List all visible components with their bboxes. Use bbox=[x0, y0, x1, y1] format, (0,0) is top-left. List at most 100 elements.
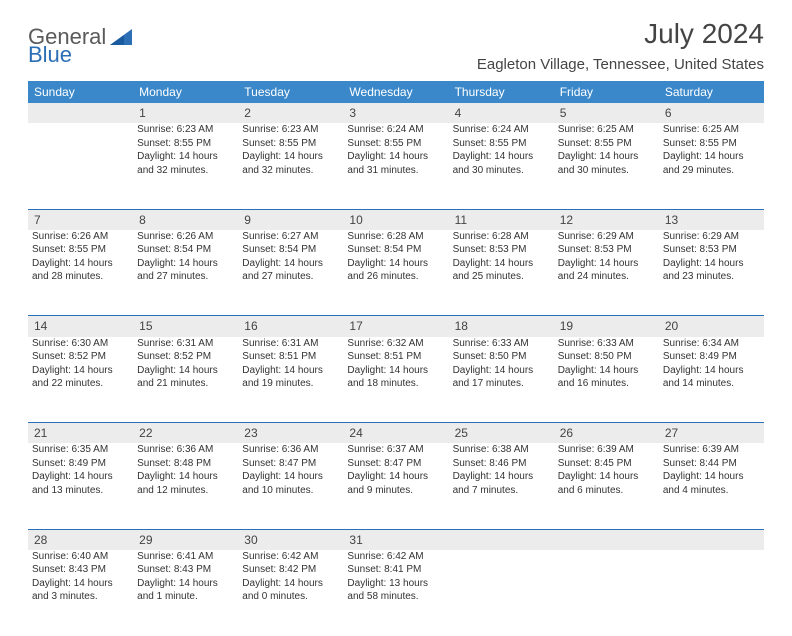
sunrise-text: Sunrise: 6:30 AM bbox=[32, 337, 129, 351]
day-number-cell: 7 bbox=[28, 209, 133, 230]
sunset-text: Sunset: 8:51 PM bbox=[347, 350, 444, 364]
day-content-cell: Sunrise: 6:40 AMSunset: 8:43 PMDaylight:… bbox=[28, 550, 133, 636]
daylight-text: Daylight: 14 hours and 24 minutes. bbox=[558, 257, 655, 284]
sunset-text: Sunset: 8:54 PM bbox=[137, 243, 234, 257]
sunrise-text: Sunrise: 6:26 AM bbox=[137, 230, 234, 244]
sunrise-text: Sunrise: 6:24 AM bbox=[347, 123, 444, 137]
day-number-cell: 11 bbox=[449, 209, 554, 230]
daylight-text: Daylight: 14 hours and 0 minutes. bbox=[242, 577, 339, 604]
sunset-text: Sunset: 8:54 PM bbox=[242, 243, 339, 257]
sunset-text: Sunset: 8:49 PM bbox=[663, 350, 760, 364]
day-content-cell: Sunrise: 6:35 AMSunset: 8:49 PMDaylight:… bbox=[28, 443, 133, 529]
day-content-cell: Sunrise: 6:28 AMSunset: 8:53 PMDaylight:… bbox=[449, 230, 554, 316]
day-content-cell: Sunrise: 6:29 AMSunset: 8:53 PMDaylight:… bbox=[554, 230, 659, 316]
day-number-cell: 25 bbox=[449, 423, 554, 444]
weekday-header: Tuesday bbox=[238, 81, 343, 103]
sunrise-text: Sunrise: 6:38 AM bbox=[453, 443, 550, 457]
day-number-cell bbox=[659, 529, 764, 550]
day-content-row: Sunrise: 6:35 AMSunset: 8:49 PMDaylight:… bbox=[28, 443, 764, 529]
day-number-row: 21222324252627 bbox=[28, 423, 764, 444]
day-number-cell: 22 bbox=[133, 423, 238, 444]
day-content-cell: Sunrise: 6:23 AMSunset: 8:55 PMDaylight:… bbox=[133, 123, 238, 209]
sunrise-text: Sunrise: 6:29 AM bbox=[558, 230, 655, 244]
weekday-header: Saturday bbox=[659, 81, 764, 103]
sunrise-text: Sunrise: 6:37 AM bbox=[347, 443, 444, 457]
sunrise-text: Sunrise: 6:36 AM bbox=[242, 443, 339, 457]
day-content-cell: Sunrise: 6:25 AMSunset: 8:55 PMDaylight:… bbox=[554, 123, 659, 209]
day-number-row: 78910111213 bbox=[28, 209, 764, 230]
sunset-text: Sunset: 8:50 PM bbox=[558, 350, 655, 364]
day-number-cell: 31 bbox=[343, 529, 448, 550]
day-number-cell: 8 bbox=[133, 209, 238, 230]
day-content-cell: Sunrise: 6:36 AMSunset: 8:48 PMDaylight:… bbox=[133, 443, 238, 529]
day-number-cell: 3 bbox=[343, 103, 448, 123]
day-number-cell: 30 bbox=[238, 529, 343, 550]
day-number-row: 123456 bbox=[28, 103, 764, 123]
day-content-cell: Sunrise: 6:31 AMSunset: 8:51 PMDaylight:… bbox=[238, 337, 343, 423]
sunrise-text: Sunrise: 6:29 AM bbox=[663, 230, 760, 244]
sunset-text: Sunset: 8:55 PM bbox=[242, 137, 339, 151]
day-number-cell: 4 bbox=[449, 103, 554, 123]
day-content-cell: Sunrise: 6:31 AMSunset: 8:52 PMDaylight:… bbox=[133, 337, 238, 423]
daylight-text: Daylight: 14 hours and 10 minutes. bbox=[242, 470, 339, 497]
day-content-cell: Sunrise: 6:25 AMSunset: 8:55 PMDaylight:… bbox=[659, 123, 764, 209]
sunrise-text: Sunrise: 6:41 AM bbox=[137, 550, 234, 564]
logo-blue-line: Blue bbox=[28, 42, 72, 68]
day-content-cell: Sunrise: 6:24 AMSunset: 8:55 PMDaylight:… bbox=[449, 123, 554, 209]
day-content-cell: Sunrise: 6:39 AMSunset: 8:44 PMDaylight:… bbox=[659, 443, 764, 529]
day-content-cell bbox=[659, 550, 764, 636]
day-content-cell: Sunrise: 6:33 AMSunset: 8:50 PMDaylight:… bbox=[554, 337, 659, 423]
daylight-text: Daylight: 14 hours and 6 minutes. bbox=[558, 470, 655, 497]
sunrise-text: Sunrise: 6:33 AM bbox=[558, 337, 655, 351]
day-number-cell: 6 bbox=[659, 103, 764, 123]
weekday-header: Friday bbox=[554, 81, 659, 103]
sunset-text: Sunset: 8:53 PM bbox=[663, 243, 760, 257]
sunset-text: Sunset: 8:55 PM bbox=[663, 137, 760, 151]
daylight-text: Daylight: 14 hours and 4 minutes. bbox=[663, 470, 760, 497]
daylight-text: Daylight: 14 hours and 26 minutes. bbox=[347, 257, 444, 284]
daylight-text: Daylight: 14 hours and 31 minutes. bbox=[347, 150, 444, 177]
day-number-cell: 21 bbox=[28, 423, 133, 444]
day-content-row: Sunrise: 6:40 AMSunset: 8:43 PMDaylight:… bbox=[28, 550, 764, 636]
day-number-cell: 15 bbox=[133, 316, 238, 337]
sunset-text: Sunset: 8:54 PM bbox=[347, 243, 444, 257]
sunset-text: Sunset: 8:51 PM bbox=[242, 350, 339, 364]
sunset-text: Sunset: 8:41 PM bbox=[347, 563, 444, 577]
sunrise-text: Sunrise: 6:28 AM bbox=[453, 230, 550, 244]
sunrise-text: Sunrise: 6:25 AM bbox=[663, 123, 760, 137]
daylight-text: Daylight: 14 hours and 18 minutes. bbox=[347, 364, 444, 391]
daylight-text: Daylight: 14 hours and 27 minutes. bbox=[242, 257, 339, 284]
day-content-cell: Sunrise: 6:24 AMSunset: 8:55 PMDaylight:… bbox=[343, 123, 448, 209]
sunset-text: Sunset: 8:53 PM bbox=[558, 243, 655, 257]
daylight-text: Daylight: 14 hours and 32 minutes. bbox=[137, 150, 234, 177]
header: General July 2024 Eagleton Village, Tenn… bbox=[28, 18, 764, 73]
day-number-cell: 20 bbox=[659, 316, 764, 337]
sunset-text: Sunset: 8:55 PM bbox=[32, 243, 129, 257]
logo-triangle-icon bbox=[110, 29, 132, 45]
daylight-text: Daylight: 14 hours and 25 minutes. bbox=[453, 257, 550, 284]
daylight-text: Daylight: 14 hours and 23 minutes. bbox=[663, 257, 760, 284]
sunrise-text: Sunrise: 6:36 AM bbox=[137, 443, 234, 457]
day-number-cell: 24 bbox=[343, 423, 448, 444]
month-title: July 2024 bbox=[477, 18, 764, 50]
day-number-cell: 27 bbox=[659, 423, 764, 444]
daylight-text: Daylight: 14 hours and 14 minutes. bbox=[663, 364, 760, 391]
sunrise-text: Sunrise: 6:28 AM bbox=[347, 230, 444, 244]
daylight-text: Daylight: 14 hours and 7 minutes. bbox=[453, 470, 550, 497]
sunrise-text: Sunrise: 6:39 AM bbox=[558, 443, 655, 457]
sunrise-text: Sunrise: 6:40 AM bbox=[32, 550, 129, 564]
day-number-row: 28293031 bbox=[28, 529, 764, 550]
day-content-cell: Sunrise: 6:42 AMSunset: 8:41 PMDaylight:… bbox=[343, 550, 448, 636]
day-content-cell: Sunrise: 6:36 AMSunset: 8:47 PMDaylight:… bbox=[238, 443, 343, 529]
day-number-cell bbox=[554, 529, 659, 550]
day-number-cell: 10 bbox=[343, 209, 448, 230]
day-content-cell bbox=[449, 550, 554, 636]
day-number-cell: 14 bbox=[28, 316, 133, 337]
sunset-text: Sunset: 8:55 PM bbox=[347, 137, 444, 151]
sunset-text: Sunset: 8:50 PM bbox=[453, 350, 550, 364]
day-content-cell: Sunrise: 6:41 AMSunset: 8:43 PMDaylight:… bbox=[133, 550, 238, 636]
daylight-text: Daylight: 14 hours and 16 minutes. bbox=[558, 364, 655, 391]
location-text: Eagleton Village, Tennessee, United Stat… bbox=[477, 56, 764, 73]
sunrise-text: Sunrise: 6:32 AM bbox=[347, 337, 444, 351]
sunrise-text: Sunrise: 6:42 AM bbox=[242, 550, 339, 564]
